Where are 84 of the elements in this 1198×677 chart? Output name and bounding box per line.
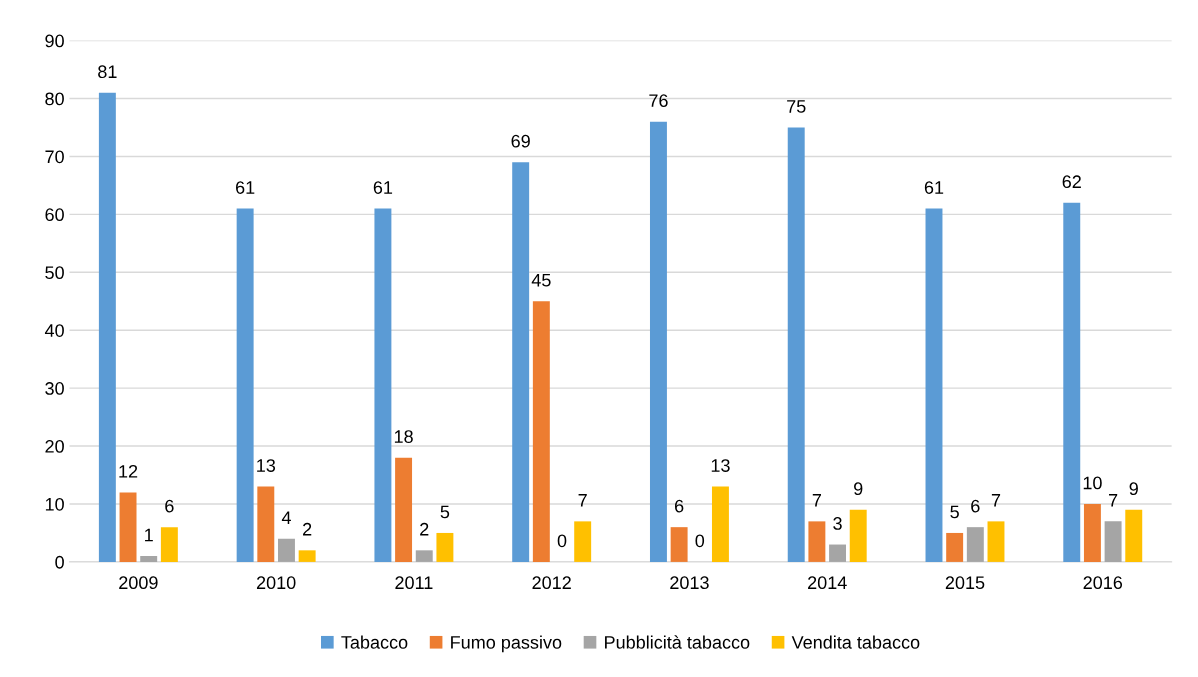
data-label: 62: [1062, 175, 1081, 189]
x-tick-label: 2012: [532, 576, 571, 590]
y-tick-label: 10: [45, 497, 64, 511]
data-label: 13: [711, 459, 730, 472]
bar: [278, 538, 295, 562]
data-label: 61: [924, 181, 944, 194]
x-tick-label: 2011: [395, 576, 433, 590]
bar: [1083, 503, 1101, 562]
data-label: 10: [1083, 476, 1102, 490]
x-tick-label: 2010: [256, 576, 296, 590]
bar: [415, 550, 433, 562]
data-label: 61: [373, 181, 393, 194]
bar: [829, 544, 847, 562]
data-label: 1: [145, 528, 153, 542]
y-tick-label: 0: [55, 555, 64, 569]
legend-label: Pubblicità tabacco: [605, 635, 750, 649]
bar: [298, 550, 316, 562]
data-label: 0: [557, 534, 567, 548]
data-label: 9: [854, 482, 863, 496]
data-label: 4: [281, 511, 291, 524]
y-tick-label: 40: [44, 324, 64, 337]
bar: [946, 532, 964, 562]
data-label: 69: [511, 134, 530, 148]
bar: [119, 492, 137, 562]
bar: [236, 208, 254, 562]
bar: [395, 457, 413, 562]
bar: [257, 486, 275, 562]
legend-label: Vendita tabacco: [791, 635, 920, 649]
bar: [1063, 202, 1081, 562]
x-tick-label: 2013: [670, 576, 709, 590]
data-label: 6: [971, 499, 980, 513]
bar: [925, 208, 943, 562]
data-label: 7: [578, 494, 587, 507]
bar: [649, 121, 667, 562]
y-tick-label: 30: [45, 382, 64, 395]
legend-label: Fumo passivo: [451, 635, 562, 653]
y-tick-label: 60: [45, 208, 64, 222]
bar: [808, 521, 826, 562]
y-tick-label: 80: [45, 92, 64, 106]
y-tick-label: 50: [45, 266, 64, 280]
data-label: 2: [420, 522, 429, 536]
x-tick-label: 2014: [808, 576, 847, 590]
bar: [160, 527, 178, 562]
data-label: 12: [119, 464, 138, 478]
data-label: 5: [950, 505, 959, 519]
bar: [849, 509, 867, 562]
y-tick-label: 90: [45, 34, 64, 48]
bar: [987, 521, 1005, 562]
data-label: 81: [98, 65, 117, 79]
data-label: 2: [303, 522, 312, 536]
data-label: 61: [236, 181, 255, 194]
x-tick-label: 2016: [1083, 576, 1123, 590]
bar: [374, 208, 392, 562]
data-label: 45: [531, 273, 551, 287]
data-label: 75: [787, 100, 806, 113]
data-label: 3: [833, 517, 842, 530]
data-label: 7: [1109, 494, 1118, 507]
data-label: 7: [991, 494, 1001, 507]
bar: [574, 521, 592, 562]
bar: [512, 162, 530, 562]
bar: [140, 556, 158, 562]
bar: [436, 532, 454, 562]
bar: [711, 486, 729, 562]
legend-label: Tabacco: [341, 635, 408, 649]
data-label: 13: [257, 459, 276, 472]
data-label: 7: [812, 494, 821, 507]
bar: [98, 92, 116, 562]
bar: [1125, 509, 1143, 562]
y-tick-label: 70: [45, 150, 64, 164]
data-label: 6: [675, 499, 684, 513]
bar: [966, 527, 984, 562]
bar: [1104, 521, 1122, 562]
data-label: 18: [394, 430, 413, 443]
data-label: 76: [649, 94, 668, 108]
x-tick-label: 2009: [119, 576, 158, 590]
bar: [787, 127, 805, 562]
bar: [670, 527, 688, 562]
bar: [532, 301, 550, 562]
x-tick-label: 2015: [945, 576, 985, 590]
data-label: 5: [440, 505, 450, 519]
data-label: 6: [165, 499, 174, 513]
y-tick-label: 20: [45, 440, 64, 453]
data-label: 0: [695, 534, 705, 548]
data-label: 9: [1129, 482, 1138, 496]
